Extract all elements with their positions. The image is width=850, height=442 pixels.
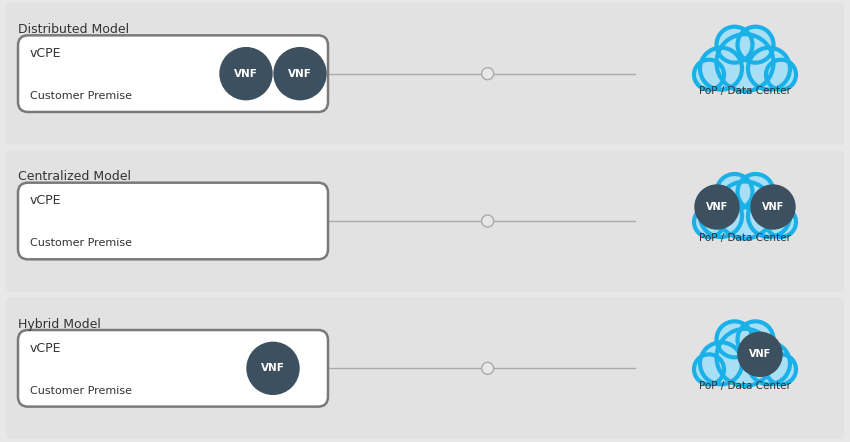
Circle shape bbox=[748, 195, 790, 237]
Circle shape bbox=[717, 174, 752, 210]
Text: Customer Premise: Customer Premise bbox=[30, 385, 132, 396]
Circle shape bbox=[694, 60, 724, 90]
Text: Customer Premise: Customer Premise bbox=[30, 238, 132, 248]
Text: VNF: VNF bbox=[706, 202, 728, 212]
Circle shape bbox=[700, 48, 742, 90]
Circle shape bbox=[717, 34, 774, 91]
Circle shape bbox=[717, 27, 752, 63]
Circle shape bbox=[766, 60, 796, 90]
Text: Customer Premise: Customer Premise bbox=[30, 91, 132, 101]
Circle shape bbox=[766, 354, 796, 385]
FancyBboxPatch shape bbox=[18, 183, 328, 259]
Text: Hybrid Model: Hybrid Model bbox=[18, 318, 101, 331]
Circle shape bbox=[748, 343, 790, 385]
FancyBboxPatch shape bbox=[6, 297, 844, 439]
Circle shape bbox=[738, 27, 774, 63]
Circle shape bbox=[695, 185, 739, 229]
Text: vCPE: vCPE bbox=[30, 342, 61, 354]
Circle shape bbox=[482, 68, 494, 80]
Circle shape bbox=[766, 207, 796, 237]
Circle shape bbox=[247, 343, 299, 394]
Circle shape bbox=[717, 321, 752, 357]
Text: vCPE: vCPE bbox=[30, 194, 61, 207]
Circle shape bbox=[751, 185, 795, 229]
Text: VNF: VNF bbox=[749, 349, 771, 359]
Circle shape bbox=[717, 182, 774, 239]
Circle shape bbox=[700, 195, 742, 237]
Text: vCPE: vCPE bbox=[30, 47, 61, 60]
FancyBboxPatch shape bbox=[6, 150, 844, 292]
Circle shape bbox=[482, 215, 494, 227]
Text: VNF: VNF bbox=[288, 69, 312, 79]
Text: VNF: VNF bbox=[762, 202, 784, 212]
Text: Centralized Model: Centralized Model bbox=[18, 170, 131, 183]
Text: PoP / Data Center: PoP / Data Center bbox=[699, 233, 791, 244]
Circle shape bbox=[700, 343, 742, 385]
Circle shape bbox=[748, 48, 790, 90]
Circle shape bbox=[738, 332, 782, 376]
FancyBboxPatch shape bbox=[18, 35, 328, 112]
FancyBboxPatch shape bbox=[6, 3, 844, 145]
Circle shape bbox=[738, 174, 774, 210]
FancyBboxPatch shape bbox=[18, 330, 328, 407]
Text: VNF: VNF bbox=[261, 363, 285, 373]
Circle shape bbox=[220, 48, 272, 99]
Circle shape bbox=[694, 207, 724, 237]
Text: Distributed Model: Distributed Model bbox=[18, 23, 129, 36]
Text: PoP / Data Center: PoP / Data Center bbox=[699, 381, 791, 391]
Text: VNF: VNF bbox=[234, 69, 258, 79]
Circle shape bbox=[717, 329, 774, 386]
Circle shape bbox=[274, 48, 326, 99]
Circle shape bbox=[694, 354, 724, 385]
Text: PoP / Data Center: PoP / Data Center bbox=[699, 86, 791, 96]
Circle shape bbox=[738, 321, 774, 357]
Circle shape bbox=[482, 362, 494, 374]
